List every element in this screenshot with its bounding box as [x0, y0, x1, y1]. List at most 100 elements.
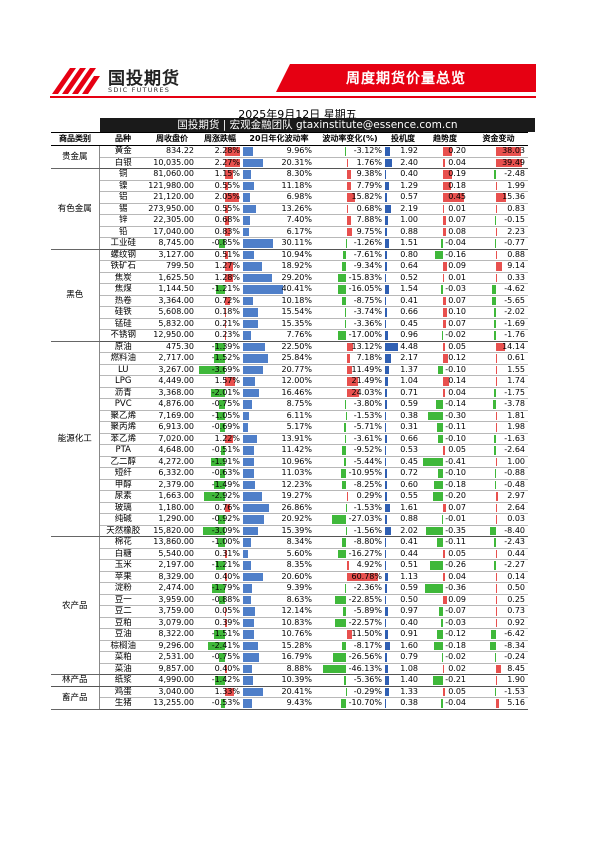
col-header-trend: 趋势度 — [421, 132, 469, 146]
cell-value: 0.80 — [400, 249, 418, 259]
close-price: 5,540.00 — [147, 548, 197, 560]
speculation-cell: 1.33 — [385, 686, 421, 698]
neg-bar — [437, 469, 443, 478]
cell-value: -2.92% — [211, 491, 240, 501]
table-row: 锡 273,950.00 0.55% 13.26% 0.68% 2.19 0.01 0.83 — [51, 203, 528, 215]
volatility-cell: 7.40% — [243, 214, 315, 227]
variety-name: 铅 — [99, 226, 147, 238]
pos-bar — [346, 193, 355, 202]
change-cell: -0.69% — [197, 421, 243, 434]
pos-bar — [495, 227, 498, 236]
volatility-cell: 10.83% — [243, 617, 315, 629]
table-row: 尿素 1,663.00 -2.92% 19.27% 0.29% 0.55 -0.20 2.97 — [51, 490, 528, 503]
cell-value: 0.12 — [448, 353, 466, 363]
vol-bar — [243, 308, 259, 317]
vol-change-cell: 7.88% — [315, 214, 385, 227]
table-header: 商品类别 品种 周收盘价 周涨跌幅 20日年化波动率 波动率变化(%) 投机度 趋势度 资金变动 — [51, 132, 528, 146]
cell-value: 10.39% — [281, 675, 312, 685]
fund-flow-cell: -1.69 — [469, 318, 528, 330]
table-row: 白糖 5,540.00 0.31% 5.60% -16.27% 0.44 0.05 0.44 — [51, 548, 528, 560]
cell-value: 1.61 — [400, 502, 418, 512]
speculation-cell: 0.80 — [385, 249, 421, 261]
vol-change-cell: 9.75% — [315, 226, 385, 238]
fund-flow-cell: -2.64 — [469, 444, 528, 457]
cell-value: 5.60% — [286, 548, 312, 558]
neg-bar — [340, 699, 347, 708]
spec-bar — [385, 595, 387, 604]
fund-flow-cell: 1.81 — [469, 410, 528, 422]
pos-bar — [346, 158, 348, 167]
cell-value: 0.72 — [400, 468, 418, 478]
cell-value: -2.27 — [504, 560, 525, 570]
table-row: 林产品 纸浆 4,990.00 -1.42% 10.39% -5.36% 1.40 -0.21… — [51, 674, 528, 687]
spec-bar — [385, 377, 388, 386]
fund-flow-cell: 5.16 — [469, 697, 528, 710]
neg-bar — [441, 331, 443, 340]
category-cell: 畜产品 — [51, 686, 100, 710]
volatility-cell: 15.35% — [243, 318, 315, 330]
vol-bar — [243, 388, 260, 397]
spec-bar — [385, 434, 387, 443]
pos-bar — [224, 377, 236, 386]
trend-cell: 0.14 — [421, 375, 469, 388]
trend-cell: 0.04 — [421, 157, 469, 169]
cell-value: 14.14 — [502, 341, 525, 351]
cell-value: -2.48 — [504, 169, 525, 179]
change-cell: -1.05% — [197, 410, 243, 422]
cell-value: 10.94% — [281, 249, 312, 259]
table-row: 菜粕 2,531.00 -0.75% 16.79% -26.56% 0.79 -0.02 -0… — [51, 651, 528, 664]
vol-change-cell: 11.50% — [315, 628, 385, 641]
category-cell: 能源化工 — [51, 341, 100, 537]
speculation-cell: 0.45 — [385, 318, 421, 330]
spec-bar — [385, 147, 391, 156]
cell-value: -0.21 — [445, 675, 466, 685]
fund-flow-cell: 1.55 — [469, 364, 528, 376]
cell-value: -1.39% — [211, 341, 240, 351]
cell-value: 1.15% — [214, 169, 240, 179]
variety-name: 白银 — [99, 157, 147, 169]
variety-name: 苯乙烯 — [99, 433, 147, 445]
cell-value: 12.00% — [281, 376, 312, 386]
col-header-close: 周收盘价 — [147, 132, 197, 146]
change-cell: 0.40% — [197, 571, 243, 583]
cell-value: -0.16 — [445, 249, 466, 259]
vol-change-cell: -9.34% — [315, 260, 385, 273]
close-price: 12,950.00 — [147, 329, 197, 342]
vol-bar — [243, 434, 257, 443]
cell-value: -1.49% — [211, 479, 240, 489]
neg-bar — [346, 687, 347, 696]
close-price: 6,913.00 — [147, 421, 197, 434]
speculation-cell: 1.61 — [385, 502, 421, 514]
table-row: 豆二 3,759.00 0.05% 12.14% -5.89% 0.97 -0.07 0.73 — [51, 605, 528, 618]
volatility-cell: 11.18% — [243, 180, 315, 192]
cell-value: 0.57 — [400, 192, 418, 202]
neg-bar — [219, 423, 225, 432]
neg-bar — [428, 411, 443, 420]
cell-value: 1.90 — [507, 675, 525, 685]
cell-value: -2.64 — [504, 445, 525, 455]
pos-bar — [442, 388, 445, 397]
cell-value: -8.17% — [353, 640, 382, 650]
table-row: 镍 121,980.00 0.55% 11.18% 7.79% 1.29 0.18 1.99 — [51, 180, 528, 192]
table-row: 贵金属 黄金 834.22 2.28% 9.96% -3.12% 1.92 0.20 38.03 — [51, 145, 528, 169]
change-cell: -1.21% — [197, 283, 243, 296]
pos-bar — [495, 147, 522, 156]
volatility-cell: 8.75% — [243, 398, 315, 411]
fund-flow-cell: 38.03 — [469, 145, 528, 158]
col-header-fund-flow: 资金变动 — [469, 132, 528, 146]
fund-flow-cell: 0.88 — [469, 249, 528, 261]
trend-cell: 0.04 — [421, 387, 469, 399]
volatility-cell: 12.14% — [243, 605, 315, 618]
close-price: 4,876.00 — [147, 398, 197, 411]
cell-value: 11.49% — [351, 364, 382, 374]
trend-cell: 0.02 — [421, 663, 469, 675]
cell-value: 2.64 — [507, 502, 525, 512]
trend-cell: 0.09 — [421, 594, 469, 606]
vol-bar — [243, 342, 266, 351]
cell-value: -8.40 — [504, 525, 525, 535]
fund-flow-cell: -1.75 — [469, 387, 528, 399]
vol-change-cell: -0.29% — [315, 686, 385, 698]
change-cell: 2.28% — [197, 145, 243, 158]
sdic-logo: 国投期货 SDIC FUTURES — [50, 62, 200, 100]
cell-value: -0.02 — [445, 652, 466, 662]
